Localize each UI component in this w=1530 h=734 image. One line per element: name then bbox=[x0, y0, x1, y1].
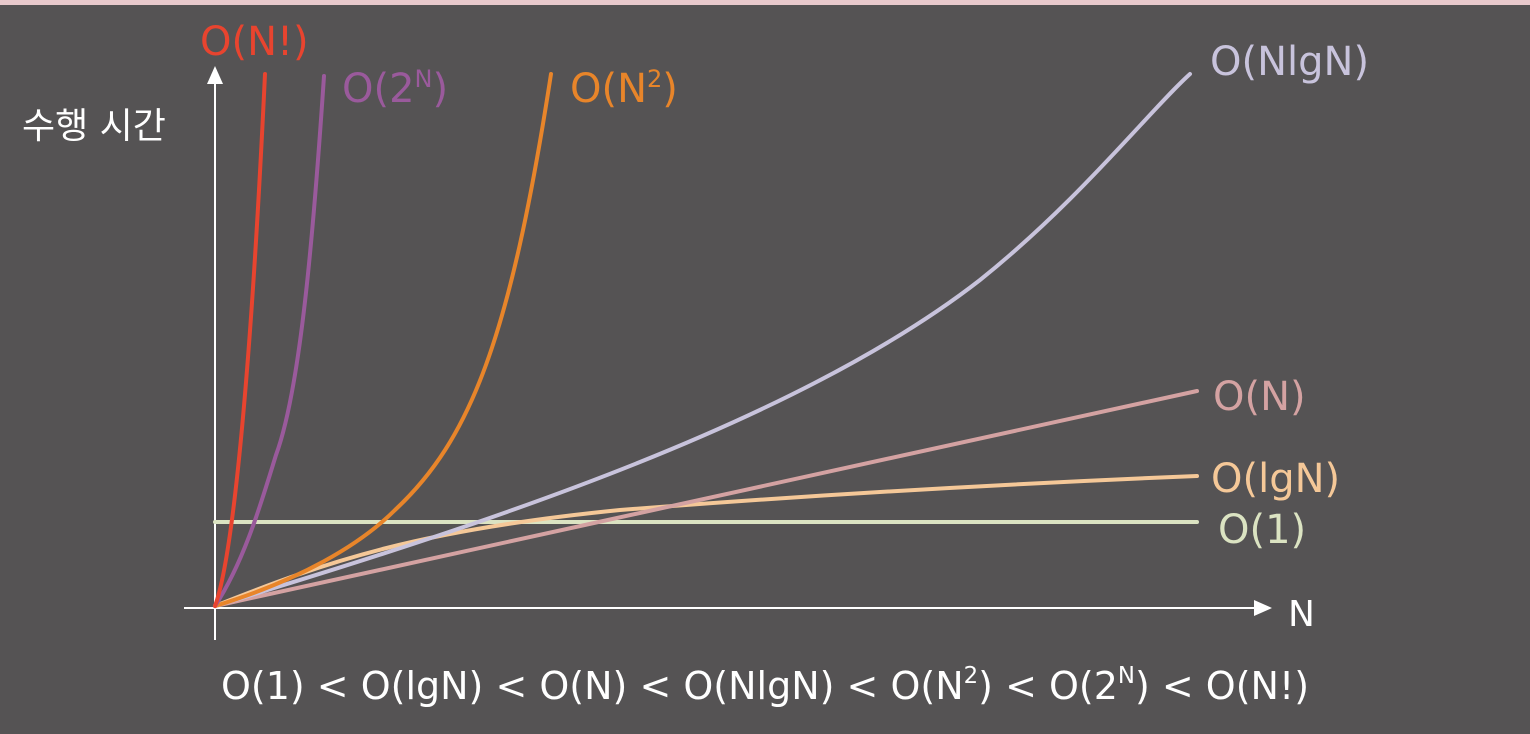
ordering-item-2: O(N) bbox=[539, 664, 628, 708]
ordering-item-4: O(N2) bbox=[890, 663, 993, 708]
series-label-1: O(2N) bbox=[342, 65, 448, 112]
series-label-0: O(N!) bbox=[200, 19, 309, 65]
x-axis-arrow bbox=[1254, 600, 1272, 616]
ordering-separator: < bbox=[627, 664, 684, 708]
ordering-separator: < bbox=[834, 664, 891, 708]
top-band bbox=[0, 0, 1530, 5]
ordering-item-3: O(NlgN) bbox=[683, 664, 835, 708]
y-axis-arrow bbox=[207, 66, 223, 84]
series-label-2: O(N2) bbox=[570, 65, 678, 112]
ordering-item-0: O(1) bbox=[220, 664, 305, 708]
ordering-item-5: O(2N) bbox=[1048, 663, 1150, 708]
axes: 수행 시간 N bbox=[22, 66, 1315, 640]
series-line-5 bbox=[213, 474, 1199, 608]
ordering-separator: < bbox=[992, 664, 1049, 708]
curve-labels: O(N!) O(2N) O(N2) O(NlgN) O(N) O(lgN) O(1) bbox=[200, 19, 1369, 553]
series-line-4 bbox=[213, 389, 1199, 608]
ordering-item-1: O(lgN) bbox=[360, 664, 484, 708]
complexity-ordering: O(1) < O(lgN) < O(N) < O(NlgN) < O(N2) <… bbox=[0, 664, 1530, 708]
series-label-4: O(N) bbox=[1213, 374, 1306, 420]
series-line-3 bbox=[213, 72, 1192, 608]
x-axis-label: N bbox=[1288, 594, 1315, 635]
ordering-separator: < bbox=[483, 664, 540, 708]
series-line-2 bbox=[213, 72, 553, 608]
ordering-separator: < bbox=[1149, 664, 1206, 708]
series-label-5: O(lgN) bbox=[1211, 456, 1340, 502]
curves bbox=[213, 72, 1199, 608]
ordering-separator: < bbox=[304, 664, 361, 708]
series-label-3: O(NlgN) bbox=[1210, 39, 1369, 85]
y-axis-label: 수행 시간 bbox=[22, 106, 166, 147]
series-line-0 bbox=[213, 72, 267, 608]
series-label-6: O(1) bbox=[1218, 507, 1306, 553]
series-line-1 bbox=[213, 74, 326, 608]
ordering-item-6: O(N!) bbox=[1205, 664, 1310, 708]
